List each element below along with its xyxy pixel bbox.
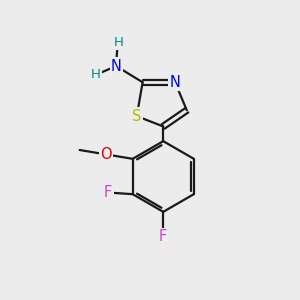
Text: H: H [91,68,100,81]
Text: F: F [159,230,167,244]
Text: H: H [113,36,123,49]
Text: O: O [100,147,112,162]
Text: S: S [132,109,141,124]
Text: N: N [111,58,122,74]
Text: F: F [104,185,112,200]
Text: N: N [169,75,181,90]
